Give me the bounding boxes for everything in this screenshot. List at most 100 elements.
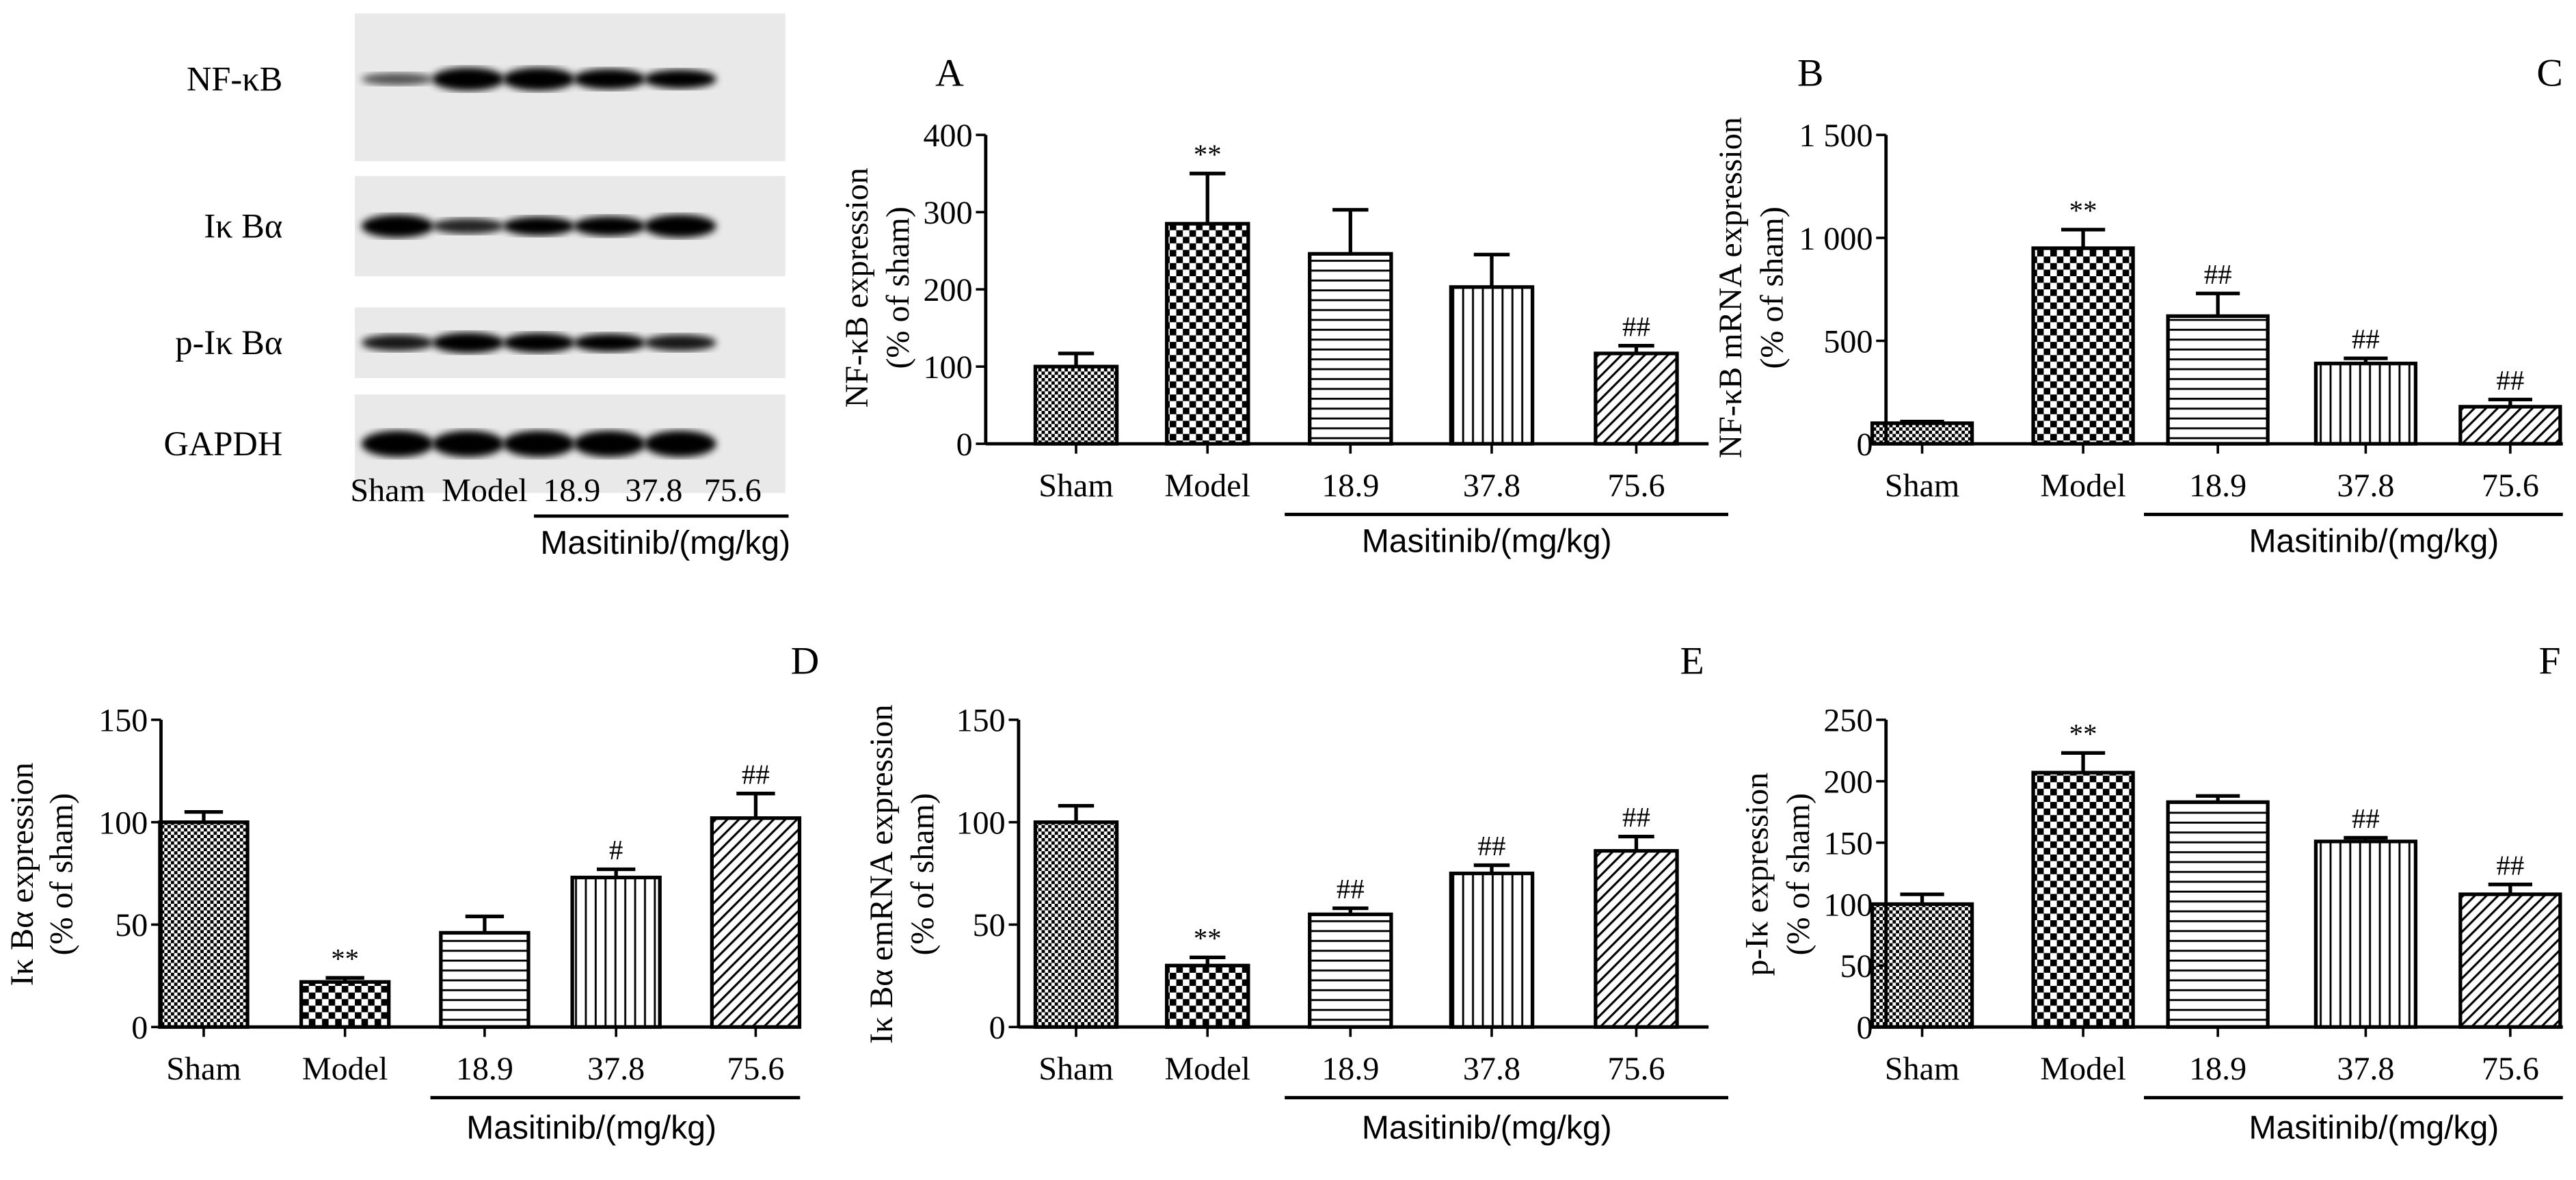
- panel-letter: A: [935, 51, 964, 94]
- group-label: Masitinib/(mg/kg): [540, 524, 790, 561]
- bar-charts: Sham ** Model 18.9 37.8 ## 75.6 0 100 200 300 400 NF…: [4, 51, 2563, 1146]
- blot-band: [644, 430, 716, 457]
- bar: [1308, 252, 1393, 446]
- blot-band: [502, 430, 576, 457]
- significance-label: **: [331, 943, 359, 974]
- significance-label: ##: [2496, 365, 2524, 396]
- x-tick-label: 37.8: [2337, 468, 2394, 504]
- y-tick-label: 150: [956, 703, 1006, 739]
- x-tick-label: 18.9: [1321, 468, 1379, 504]
- blot-band: [432, 218, 505, 234]
- y-tick-label: 0: [131, 1010, 148, 1046]
- bar: [710, 816, 802, 1029]
- bar: [1449, 871, 1535, 1029]
- y-tick-label: 100: [98, 805, 148, 841]
- blot-band: [644, 334, 716, 351]
- blot-band: [502, 332, 576, 353]
- chart-panel-c: Sham ** Model ## 18.9 ## 37.8 ## 75.6 0 500 1 000 1 …: [1713, 51, 2563, 559]
- x-tick-label: 75.6: [727, 1051, 784, 1087]
- y-tick-label: 1 500: [1799, 118, 1873, 154]
- y-tick-label: 200: [1823, 764, 1873, 801]
- significance-label: ##: [2352, 803, 2380, 834]
- panel-letter: F: [2539, 640, 2561, 683]
- y-tick-label: 50: [973, 907, 1006, 943]
- y-axis-label: Iκ Bα expression: [4, 762, 40, 986]
- bar: [299, 980, 391, 1029]
- bar: [2031, 770, 2135, 1029]
- blot-band: [573, 68, 646, 90]
- blot-band: [502, 67, 576, 91]
- y-tick-label: 500: [1823, 323, 1873, 360]
- bar: [2166, 800, 2270, 1029]
- bar: [1033, 364, 1119, 446]
- blot-row-label: NF-κB: [187, 59, 282, 98]
- significance-label: ##: [2496, 850, 2524, 881]
- blot-band: [361, 214, 434, 238]
- y-tick-label: 150: [98, 703, 148, 739]
- blot-lane-label: 75.6: [704, 472, 762, 509]
- bar: [158, 820, 250, 1029]
- bar: [2166, 314, 2270, 446]
- bar: [439, 930, 531, 1029]
- x-tick-label: 37.8: [1463, 1051, 1520, 1087]
- significance-label: ##: [1337, 874, 1365, 904]
- bar: [1165, 963, 1250, 1029]
- chart-panel-f: Sham ** Model 18.9 ## 37.8 ## 75.6 0 50 100 150 200 2…: [1739, 640, 2563, 1147]
- blot-band: [573, 334, 646, 352]
- panel-letter: D: [791, 640, 820, 683]
- x-tick-label: Sham: [166, 1051, 241, 1087]
- chart-panel-b: Sham ** Model 18.9 37.8 ## 75.6 0 100 200 300 400 NF…: [839, 51, 1824, 559]
- bar: [1594, 848, 1679, 1029]
- blot-lane-label: 37.8: [625, 472, 682, 509]
- bar: [570, 875, 662, 1029]
- blot-band: [644, 69, 716, 89]
- blot-row-label: Iκ Bα: [204, 207, 282, 245]
- group-label: Masitinib/(mg/kg): [2249, 1110, 2499, 1147]
- y-tick-label: 200: [924, 272, 973, 308]
- y-tick-label: 50: [115, 907, 148, 943]
- x-tick-label: 18.9: [1321, 1051, 1379, 1087]
- x-tick-label: Sham: [1885, 1051, 1959, 1087]
- significance-label: ##: [2352, 324, 2380, 355]
- x-tick-label: Sham: [1885, 468, 1959, 504]
- x-tick-label: Model: [1165, 1051, 1250, 1087]
- bar: [2458, 892, 2562, 1029]
- blot-band: [432, 332, 505, 353]
- blot-band: [573, 216, 646, 237]
- y-axis-label: NF-κB mRNA expression: [1713, 117, 1749, 458]
- y-tick-label: 300: [924, 195, 973, 231]
- y-tick-label: 0: [1856, 1010, 1873, 1046]
- blot-row-label: p-Iκ Bα: [175, 323, 282, 362]
- chart-panel-e: Sham ** Model ## 18.9 ## 37.8 ## 75.6 0 50 100 150 Iκ…: [863, 640, 1729, 1147]
- x-tick-label: 75.6: [1607, 468, 1665, 504]
- x-tick-label: 37.8: [2337, 1051, 2394, 1087]
- bar: [1870, 902, 1974, 1029]
- y-axis-label: (% of sham): [1754, 206, 1790, 369]
- blot-band: [573, 430, 646, 457]
- significance-label: **: [2069, 195, 2097, 226]
- y-tick-label: 100: [924, 349, 973, 386]
- group-label: Masitinib/(mg/kg): [1362, 523, 1612, 560]
- bar: [2031, 246, 2135, 446]
- blot-strip: [355, 13, 786, 161]
- x-tick-label: 37.8: [587, 1051, 645, 1087]
- panel-letter: C: [2536, 51, 2562, 94]
- x-tick-label: 75.6: [1607, 1051, 1665, 1087]
- x-tick-label: 18.9: [2189, 468, 2246, 504]
- blot-band: [502, 216, 576, 236]
- blot-lane-label: Model: [442, 472, 527, 509]
- blot-band: [644, 214, 716, 238]
- blot-band: [361, 72, 434, 85]
- x-tick-label: Model: [1165, 468, 1250, 504]
- significance-label: ##: [1622, 802, 1650, 833]
- significance-label: **: [1194, 923, 1222, 954]
- bar: [2313, 362, 2418, 446]
- chart-panel-d: Sham ** Model 18.9 #37.8 ## 75.6 0 50 100 150 Iκ Bα…: [4, 640, 819, 1147]
- x-tick-label: Model: [302, 1051, 388, 1087]
- group-label: Masitinib/(mg/kg): [2249, 523, 2499, 560]
- x-tick-label: 75.6: [2482, 1051, 2539, 1087]
- significance-label: ##: [1478, 831, 1506, 861]
- x-tick-label: Sham: [1038, 1051, 1113, 1087]
- y-tick-label: 100: [956, 805, 1006, 841]
